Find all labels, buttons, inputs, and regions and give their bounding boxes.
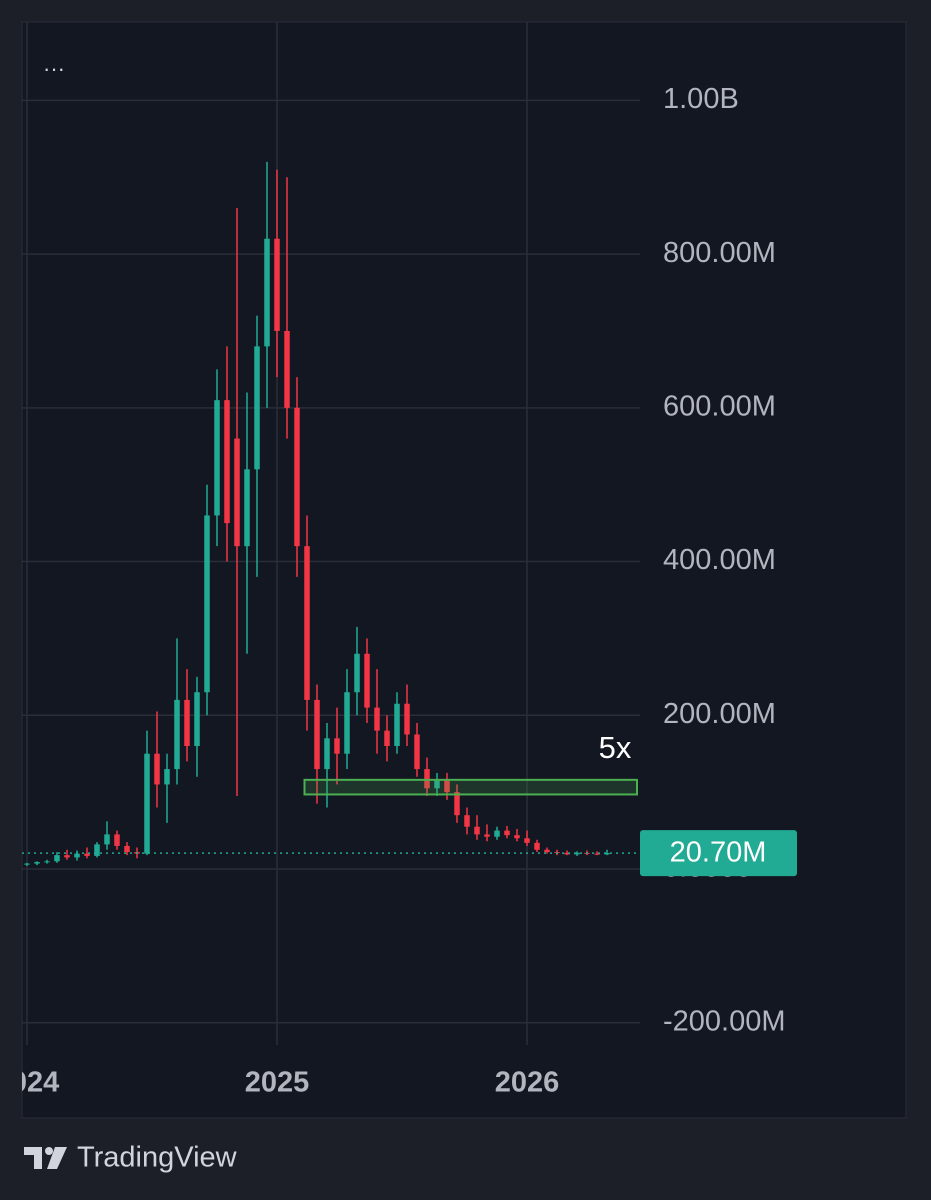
candle-body [594, 853, 600, 855]
candle-body [24, 863, 30, 865]
candle-body [604, 853, 610, 855]
candle-body [294, 407, 300, 547]
candle-body [44, 861, 50, 863]
candle-body [284, 330, 290, 408]
candle-body [494, 830, 500, 837]
y-tick-label: 1.00B [663, 83, 739, 115]
candle-body [364, 653, 370, 708]
candle-body [174, 699, 180, 770]
candle-body [194, 692, 200, 747]
candle-body [544, 849, 550, 853]
candle-body [534, 842, 540, 850]
last-price-badge [640, 830, 797, 877]
candle-body [94, 844, 100, 856]
candle-body [454, 792, 460, 816]
candle-body [124, 845, 130, 853]
candle-body [254, 346, 260, 470]
candle-body [564, 852, 570, 855]
candle-body [84, 853, 90, 856]
candle-body [144, 753, 150, 854]
candle-body [394, 703, 400, 747]
candle-body [304, 546, 310, 700]
candle-body [214, 400, 220, 516]
x-tick-label: 2024 [0, 1067, 59, 1099]
candle-body [114, 834, 120, 846]
candle-body [64, 855, 70, 858]
zone-box [303, 778, 638, 796]
candle-body [484, 834, 490, 837]
candle-body [444, 780, 450, 793]
candle-body [424, 769, 430, 789]
candle-body [184, 699, 190, 747]
y-tick-label: 200.00M [663, 698, 776, 730]
candle-body [414, 734, 420, 770]
brand-logo [24, 1147, 67, 1169]
candle-body [264, 238, 270, 347]
y-tick-label: 600.00M [663, 390, 776, 422]
candle-body [164, 769, 170, 785]
candle-body [344, 692, 350, 754]
y-tick-label: 400.00M [663, 544, 776, 576]
candle-body [474, 826, 480, 835]
candle-body [334, 738, 340, 754]
candle-body [374, 707, 380, 731]
candle-body [514, 835, 520, 839]
candle-body [314, 699, 320, 770]
candle-body [244, 469, 250, 547]
candle-body [404, 703, 410, 735]
x-tick-label: 2025 [245, 1067, 310, 1099]
candle-body [34, 862, 40, 864]
last-price-label: 20.70M [670, 837, 767, 869]
candle-body [324, 738, 330, 770]
y-tick-label: 800.00M [663, 237, 776, 269]
annotation: 5x [599, 730, 632, 765]
candle-body [74, 853, 80, 858]
y-tick-label: -200.00M [663, 1005, 786, 1037]
candle-body [464, 815, 470, 827]
candle-body [434, 780, 440, 789]
candle-body [354, 653, 360, 693]
candle-body [104, 834, 110, 845]
menu-dots[interactable]: ··· [43, 56, 65, 81]
candle-body [224, 400, 230, 524]
candle-body [234, 438, 240, 547]
candle-body [54, 855, 60, 862]
candle-body [274, 238, 280, 331]
x-tick-label: 2026 [495, 1067, 560, 1099]
candle-body [524, 838, 530, 843]
candle-body [574, 852, 580, 855]
candle-body [384, 730, 390, 747]
candle-body [204, 515, 210, 693]
brand-name: TradingView [77, 1142, 238, 1174]
chart-panel [21, 21, 907, 1119]
candle-body [504, 830, 510, 836]
candle-body [154, 753, 160, 785]
